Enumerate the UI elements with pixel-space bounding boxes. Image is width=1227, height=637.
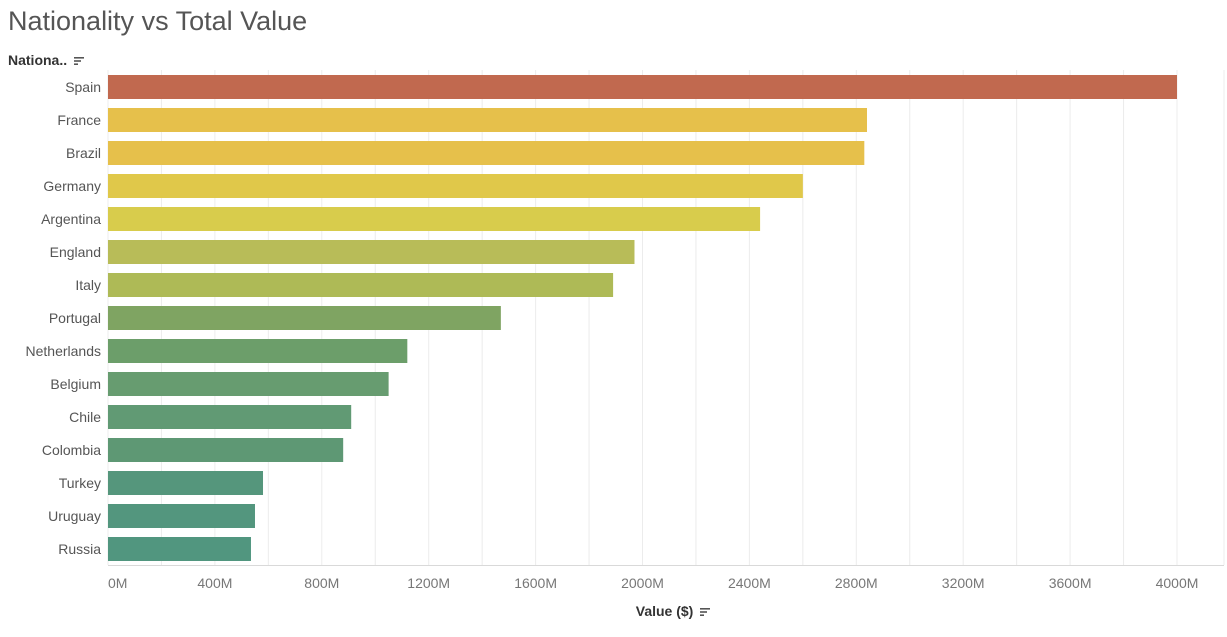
chart-title: Nationality vs Total Value [8, 6, 308, 36]
category-label[interactable]: Chile [69, 409, 101, 425]
bar-colombia[interactable] [108, 438, 344, 462]
category-label[interactable]: Uruguay [48, 508, 101, 524]
category-label[interactable]: Netherlands [26, 343, 102, 359]
x-axis-title-label: Value ($) [635, 603, 694, 619]
bar-netherlands[interactable] [108, 339, 408, 363]
x-tick-label: 3200M [942, 575, 985, 591]
category-label[interactable]: Colombia [42, 442, 101, 458]
category-label[interactable]: Turkey [59, 475, 101, 491]
bars [108, 75, 1177, 561]
category-label[interactable]: Portugal [49, 310, 101, 326]
bar-france[interactable] [108, 108, 867, 132]
bar-turkey[interactable] [108, 471, 264, 495]
bar-russia[interactable] [108, 537, 251, 561]
category-label[interactable]: Germany [43, 178, 101, 194]
x-axis-title[interactable]: Value ($) [0, 603, 1227, 619]
bar-belgium[interactable] [108, 372, 389, 396]
bar-argentina[interactable] [108, 207, 761, 231]
bar-brazil[interactable] [108, 141, 865, 165]
y-axis-header[interactable]: Nationa.. [8, 52, 85, 68]
x-tick-label: 2800M [835, 575, 878, 591]
x-tick-label: 2400M [728, 575, 771, 591]
category-labels: Spain France Brazil Germany Argentina England… [26, 79, 102, 557]
x-tick-label: 400M [197, 575, 232, 591]
y-axis-header-label: Nationa.. [8, 52, 68, 68]
category-label[interactable]: Spain [65, 79, 101, 95]
bar-uruguay[interactable] [108, 504, 255, 528]
x-tick-label: 1200M [407, 575, 450, 591]
category-label[interactable]: Belgium [50, 376, 101, 392]
sort-descending-icon[interactable] [699, 607, 711, 617]
bar-chile[interactable] [108, 405, 352, 429]
category-label[interactable]: England [50, 244, 101, 260]
x-tick-label: 800M [304, 575, 339, 591]
category-label[interactable]: Russia [58, 541, 101, 557]
bar-italy[interactable] [108, 273, 614, 297]
x-tick-label: 0M [108, 575, 127, 591]
bar-germany[interactable] [108, 174, 803, 198]
category-label[interactable]: Brazil [66, 145, 101, 161]
x-tick-label: 2000M [621, 575, 664, 591]
category-label[interactable]: Italy [75, 277, 101, 293]
category-label[interactable]: France [57, 112, 101, 128]
bar-portugal[interactable] [108, 306, 501, 330]
bar-england[interactable] [108, 240, 635, 264]
bar-spain[interactable] [108, 75, 1177, 99]
x-tick-labels: 0M 400M 800M 1200M 1600M 2000M 2400M 2800M 3200M… [108, 575, 1198, 591]
x-tick-label: 3600M [1049, 575, 1092, 591]
x-tick-label: 1600M [514, 575, 557, 591]
x-tick-label: 4000M [1156, 575, 1199, 591]
sort-descending-icon[interactable] [73, 56, 85, 66]
category-label[interactable]: Argentina [41, 211, 101, 227]
